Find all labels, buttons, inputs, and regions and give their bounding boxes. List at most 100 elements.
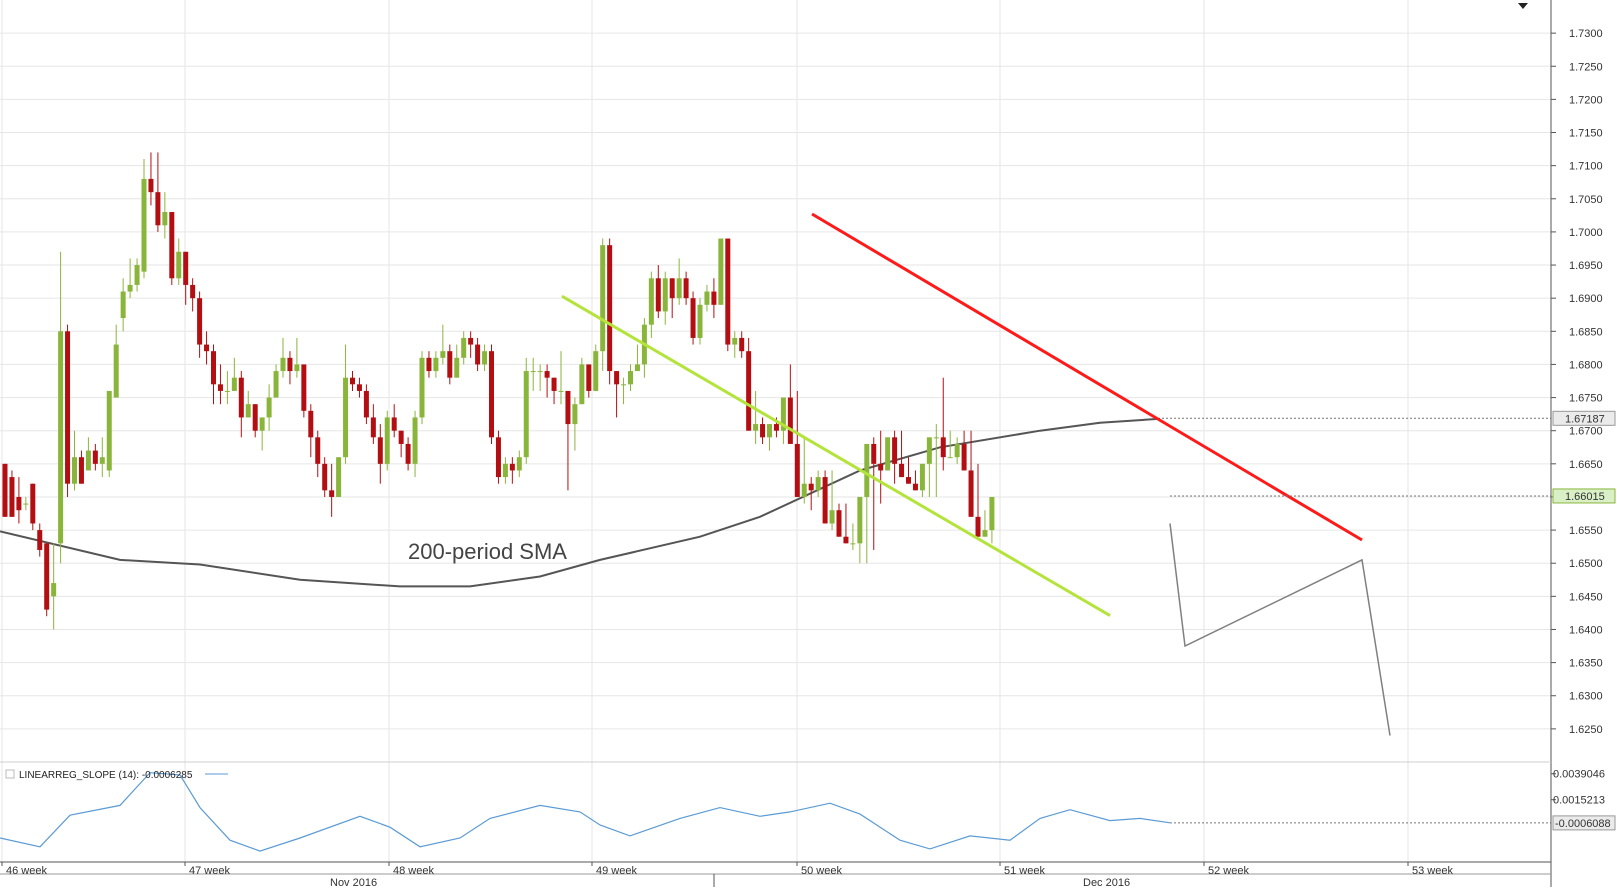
week-label: 48 week bbox=[393, 865, 434, 877]
candle-body bbox=[155, 192, 161, 226]
candle-body bbox=[259, 417, 265, 431]
candle-body bbox=[169, 212, 175, 279]
candle-body bbox=[280, 357, 286, 372]
grid bbox=[0, 0, 1551, 862]
indicator-tick-label: 0.0015213 bbox=[1553, 795, 1605, 807]
candle-body bbox=[801, 483, 807, 497]
candle-body bbox=[975, 516, 981, 537]
sma-line bbox=[0, 417, 1161, 588]
candle-body bbox=[384, 417, 390, 464]
week-label: 52 week bbox=[1208, 865, 1249, 877]
candle-body bbox=[836, 510, 842, 537]
candle-body bbox=[433, 357, 439, 372]
y-tick-label: 1.6700 bbox=[1569, 426, 1603, 438]
candle-body bbox=[544, 371, 550, 378]
candle-body bbox=[885, 437, 891, 471]
candle-body bbox=[148, 178, 154, 193]
y-tick-label: 1.6900 bbox=[1569, 293, 1603, 305]
y-tick-label: 1.6250 bbox=[1569, 724, 1603, 736]
candle-body bbox=[301, 364, 307, 411]
candle-body bbox=[982, 530, 988, 537]
indicator-panel bbox=[0, 769, 1551, 852]
candle-body bbox=[336, 457, 342, 497]
candle-body bbox=[44, 543, 50, 610]
candle-body bbox=[287, 357, 293, 372]
candle-body bbox=[502, 463, 508, 478]
candle-body bbox=[572, 404, 578, 425]
y-tick-label: 1.6750 bbox=[1569, 393, 1603, 405]
candle-body bbox=[864, 443, 870, 497]
candle-body bbox=[30, 483, 36, 524]
candle-body bbox=[753, 424, 759, 431]
candle-body bbox=[704, 291, 710, 305]
candles bbox=[2, 152, 995, 630]
candle-body bbox=[447, 351, 453, 378]
y-tick-label: 1.7050 bbox=[1569, 194, 1603, 206]
candle-body bbox=[509, 463, 515, 471]
candle-body bbox=[565, 390, 571, 425]
candle-body bbox=[621, 384, 627, 386]
candle-body bbox=[912, 483, 918, 491]
indicator-tick-label: 0.0039046 bbox=[1553, 769, 1605, 781]
candle-body bbox=[294, 364, 300, 372]
candle-body bbox=[558, 390, 564, 392]
candle-body bbox=[204, 344, 210, 352]
candle-body bbox=[134, 265, 140, 285]
week-label: 47 week bbox=[189, 865, 230, 877]
candle-body bbox=[245, 404, 251, 418]
candle-body bbox=[454, 357, 460, 378]
candle-body bbox=[961, 443, 967, 471]
candle-body bbox=[899, 463, 905, 478]
candle-body bbox=[954, 443, 960, 458]
candle-body bbox=[37, 530, 43, 550]
sma-annotation: 200-period SMA bbox=[408, 539, 567, 564]
candle-body bbox=[141, 178, 147, 272]
candle-body bbox=[551, 377, 557, 391]
candle-body bbox=[857, 496, 863, 544]
candle-body bbox=[23, 503, 29, 505]
candle-body bbox=[690, 298, 696, 338]
candle-body bbox=[238, 377, 244, 418]
candle-body bbox=[468, 337, 474, 345]
candle-body bbox=[878, 463, 884, 471]
candle-body bbox=[350, 377, 355, 385]
candle-body bbox=[356, 384, 362, 391]
candle-body bbox=[398, 430, 404, 444]
candle-body bbox=[683, 278, 689, 299]
week-label: 46 week bbox=[6, 865, 47, 877]
week-label: 49 week bbox=[596, 865, 637, 877]
candle-body bbox=[495, 437, 501, 478]
y-tick-label: 1.6550 bbox=[1569, 525, 1603, 537]
week-label: 50 week bbox=[801, 865, 842, 877]
candle-body bbox=[273, 371, 279, 398]
indicator-label: LINEARREG_SLOPE (14): -0.0006285 bbox=[19, 770, 193, 781]
candle-body bbox=[9, 477, 15, 517]
y-tick-label: 1.7000 bbox=[1569, 227, 1603, 239]
candle-body bbox=[760, 424, 766, 438]
candle-body bbox=[871, 443, 877, 464]
candle-body bbox=[419, 357, 425, 418]
candle-body bbox=[190, 284, 196, 299]
candle-body bbox=[906, 477, 911, 484]
indicator-legend-box bbox=[5, 769, 15, 779]
candle-body bbox=[405, 443, 411, 464]
candle-body bbox=[940, 437, 946, 458]
candle-body bbox=[426, 357, 432, 372]
candle-body bbox=[850, 543, 856, 545]
chart-menu-dropdown-icon[interactable] bbox=[1516, 0, 1530, 10]
candle-body bbox=[252, 404, 258, 431]
candle-body bbox=[516, 457, 522, 471]
candle-body bbox=[217, 384, 223, 391]
candle-body bbox=[968, 470, 974, 517]
candle-body bbox=[106, 390, 112, 471]
price-label: 1.66015 bbox=[1565, 491, 1605, 503]
candle-body bbox=[926, 437, 932, 464]
candle-body bbox=[176, 251, 182, 279]
y-tick-label: 1.6450 bbox=[1569, 591, 1603, 603]
candle-body bbox=[92, 450, 98, 464]
candle-body bbox=[440, 351, 446, 358]
price-label-box bbox=[1552, 488, 1616, 504]
month-label: Nov 2016 bbox=[330, 877, 377, 887]
